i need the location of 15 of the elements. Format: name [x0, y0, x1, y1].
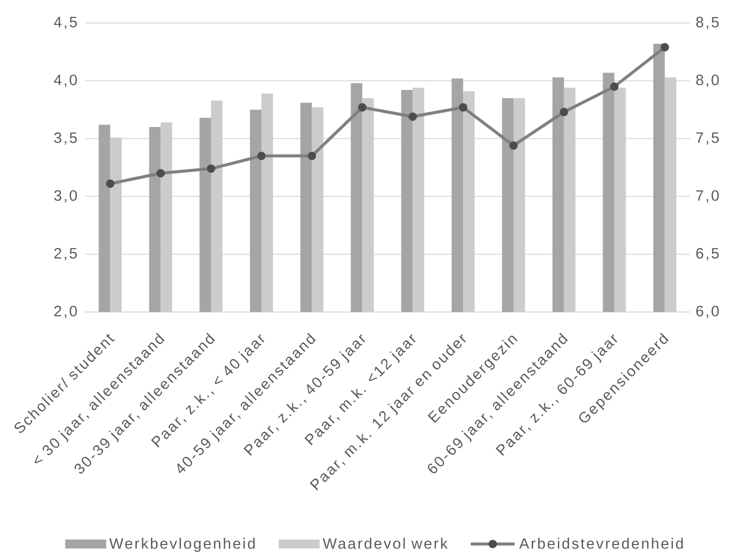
- y2-tick-label: 6,0: [696, 306, 719, 318]
- y-tick-label: 2,5: [54, 248, 77, 260]
- y-tick-label: 3,5: [54, 132, 77, 145]
- legend-label: Arbeidstevredenheid: [519, 538, 683, 549]
- y2-tick-label: 8,0: [696, 74, 719, 87]
- y-tick-label: 4,5: [54, 16, 77, 30]
- y2-tick-label: 8,5: [696, 16, 719, 30]
- legend-label: Waardevol werk: [322, 538, 448, 549]
- y-tick-label: 3,0: [54, 190, 77, 203]
- y2-tick-label: 7,5: [696, 132, 719, 145]
- y-tick-label: 4,0: [54, 74, 77, 87]
- y2-tick-label: 6,5: [696, 248, 719, 260]
- y2-tick-label: 7,0: [696, 190, 719, 203]
- y-tick-label: 2,0: [54, 306, 77, 318]
- legend-label: Werkbevlogenheid: [109, 538, 255, 552]
